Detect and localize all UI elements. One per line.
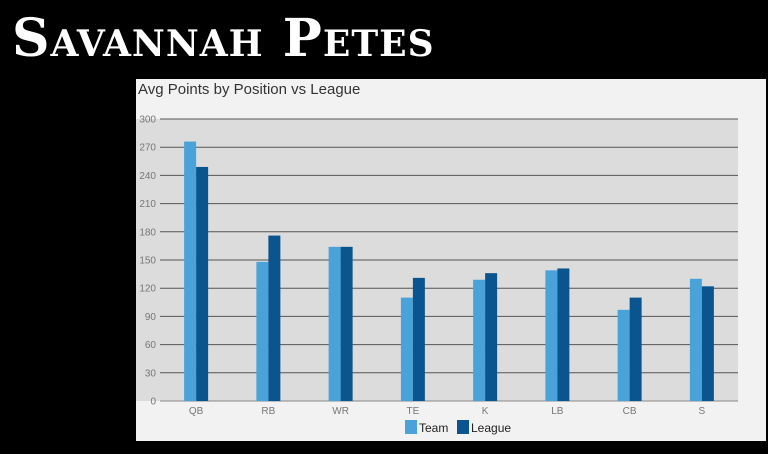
x-tick-label: QB <box>189 406 204 417</box>
legend-swatch-league <box>457 420 469 434</box>
x-tick-label: K <box>482 406 489 417</box>
bar-team-rb <box>256 261 269 401</box>
bars <box>184 141 714 401</box>
y-tick-label: 150 <box>139 256 156 267</box>
x-tick-label: RB <box>261 406 275 417</box>
bar-team-cb <box>617 309 630 401</box>
y-tick-label: 240 <box>139 171 156 182</box>
y-tick-label: 90 <box>145 312 157 323</box>
y-axis-ticks: 0 30 60 90 120 150 180 210 240 270 300 <box>139 115 156 408</box>
bar-league-te <box>412 277 425 401</box>
bar-team-te <box>400 297 413 401</box>
chart-title: Avg Points by Position vs League <box>138 81 361 98</box>
gridlines <box>160 118 738 402</box>
bar-team-qb <box>184 141 197 401</box>
bar-league-cb <box>629 297 642 401</box>
legend-swatch-team <box>405 420 417 434</box>
x-axis-ticks: QB RB WR TE K LB CB S <box>189 406 706 417</box>
bar-league-wr <box>340 246 353 401</box>
y-tick-label: 270 <box>139 143 156 154</box>
y-tick-label: 180 <box>139 227 156 238</box>
y-tick-label: 60 <box>145 340 157 351</box>
y-tick-label: 120 <box>139 284 156 295</box>
x-tick-label: S <box>699 406 706 417</box>
y-tick-label: 210 <box>139 199 156 210</box>
chart-panel: Avg Points by Position vs League 0 30 60 90… <box>136 79 766 441</box>
bar-chart: 0 30 60 90 120 150 180 210 240 270 300 QB RB WR TE K LB… <box>136 115 738 435</box>
bar-team-k <box>473 279 486 401</box>
bar-league-rb <box>268 235 281 401</box>
x-tick-label: LB <box>551 406 564 417</box>
bar-league-lb <box>557 268 570 401</box>
bar-team-s <box>689 278 702 401</box>
bar-team-wr <box>328 246 341 401</box>
y-tick-label: 30 <box>145 368 157 379</box>
bar-league-s <box>701 286 714 401</box>
bar-league-qb <box>196 166 209 401</box>
bar-team-lb <box>545 270 558 401</box>
x-tick-label: TE <box>406 406 419 417</box>
page-title: Savannah Petes <box>12 8 435 69</box>
x-tick-label: CB <box>623 406 637 417</box>
legend-label-league: League <box>471 421 511 435</box>
y-tick-label: 0 <box>150 397 156 408</box>
y-tick-label: 300 <box>139 115 156 126</box>
legend: Team League <box>405 420 511 435</box>
legend-label-team: Team <box>419 421 448 435</box>
bar-league-k <box>485 273 498 401</box>
x-tick-label: WR <box>332 406 349 417</box>
